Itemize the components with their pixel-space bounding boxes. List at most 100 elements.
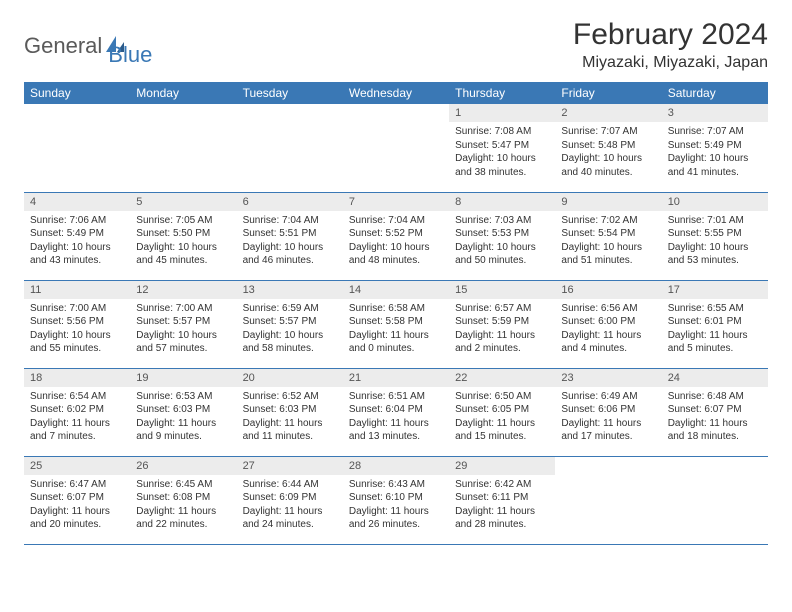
day-body: Sunrise: 6:51 AMSunset: 6:04 PMDaylight:… — [343, 387, 449, 450]
day-number: 16 — [555, 281, 661, 299]
day-cell-19: 19Sunrise: 6:53 AMSunset: 6:03 PMDayligh… — [130, 368, 236, 456]
day-cell-4: 4Sunrise: 7:06 AMSunset: 5:49 PMDaylight… — [24, 192, 130, 280]
day-body: Sunrise: 6:48 AMSunset: 6:07 PMDaylight:… — [662, 387, 768, 450]
day-body: Sunrise: 7:04 AMSunset: 5:52 PMDaylight:… — [343, 211, 449, 274]
day-body: Sunrise: 6:50 AMSunset: 6:05 PMDaylight:… — [449, 387, 555, 450]
day-body: Sunrise: 6:47 AMSunset: 6:07 PMDaylight:… — [24, 475, 130, 538]
day-cell-28: 28Sunrise: 6:43 AMSunset: 6:10 PMDayligh… — [343, 456, 449, 544]
header-row: General Blue February 2024 Miyazaki, Miy… — [24, 18, 768, 72]
day-number: 2 — [555, 104, 661, 122]
day-body: Sunrise: 6:52 AMSunset: 6:03 PMDaylight:… — [237, 387, 343, 450]
day-body: Sunrise: 6:54 AMSunset: 6:02 PMDaylight:… — [24, 387, 130, 450]
day-number: 6 — [237, 193, 343, 211]
day-number: 24 — [662, 369, 768, 387]
day-number: 25 — [24, 457, 130, 475]
day-cell-24: 24Sunrise: 6:48 AMSunset: 6:07 PMDayligh… — [662, 368, 768, 456]
day-cell-1: 1Sunrise: 7:08 AMSunset: 5:47 PMDaylight… — [449, 104, 555, 192]
day-cell-9: 9Sunrise: 7:02 AMSunset: 5:54 PMDaylight… — [555, 192, 661, 280]
day-body: Sunrise: 6:59 AMSunset: 5:57 PMDaylight:… — [237, 299, 343, 362]
day-body: Sunrise: 7:07 AMSunset: 5:49 PMDaylight:… — [662, 122, 768, 185]
empty-cell — [343, 104, 449, 192]
day-cell-13: 13Sunrise: 6:59 AMSunset: 5:57 PMDayligh… — [237, 280, 343, 368]
day-body: Sunrise: 6:53 AMSunset: 6:03 PMDaylight:… — [130, 387, 236, 450]
day-header-thursday: Thursday — [449, 82, 555, 104]
day-header-saturday: Saturday — [662, 82, 768, 104]
day-number: 13 — [237, 281, 343, 299]
day-header-tuesday: Tuesday — [237, 82, 343, 104]
day-body: Sunrise: 7:08 AMSunset: 5:47 PMDaylight:… — [449, 122, 555, 185]
empty-cell — [237, 104, 343, 192]
day-cell-3: 3Sunrise: 7:07 AMSunset: 5:49 PMDaylight… — [662, 104, 768, 192]
calendar-body: 1Sunrise: 7:08 AMSunset: 5:47 PMDaylight… — [24, 104, 768, 544]
day-body: Sunrise: 6:57 AMSunset: 5:59 PMDaylight:… — [449, 299, 555, 362]
day-number: 4 — [24, 193, 130, 211]
calendar-week-row: 11Sunrise: 7:00 AMSunset: 5:56 PMDayligh… — [24, 280, 768, 368]
day-header-row: SundayMondayTuesdayWednesdayThursdayFrid… — [24, 82, 768, 104]
day-number: 27 — [237, 457, 343, 475]
day-number: 19 — [130, 369, 236, 387]
day-cell-23: 23Sunrise: 6:49 AMSunset: 6:06 PMDayligh… — [555, 368, 661, 456]
day-body: Sunrise: 7:00 AMSunset: 5:57 PMDaylight:… — [130, 299, 236, 362]
day-cell-14: 14Sunrise: 6:58 AMSunset: 5:58 PMDayligh… — [343, 280, 449, 368]
day-cell-21: 21Sunrise: 6:51 AMSunset: 6:04 PMDayligh… — [343, 368, 449, 456]
day-cell-29: 29Sunrise: 6:42 AMSunset: 6:11 PMDayligh… — [449, 456, 555, 544]
day-number: 28 — [343, 457, 449, 475]
day-number: 12 — [130, 281, 236, 299]
day-cell-10: 10Sunrise: 7:01 AMSunset: 5:55 PMDayligh… — [662, 192, 768, 280]
logo-text-general: General — [24, 33, 102, 59]
day-number: 14 — [343, 281, 449, 299]
day-body: Sunrise: 7:01 AMSunset: 5:55 PMDaylight:… — [662, 211, 768, 274]
day-number: 17 — [662, 281, 768, 299]
day-number: 11 — [24, 281, 130, 299]
day-number: 21 — [343, 369, 449, 387]
logo: General Blue — [24, 18, 152, 68]
calendar-table: SundayMondayTuesdayWednesdayThursdayFrid… — [24, 82, 768, 545]
day-number: 3 — [662, 104, 768, 122]
day-cell-26: 26Sunrise: 6:45 AMSunset: 6:08 PMDayligh… — [130, 456, 236, 544]
day-body: Sunrise: 7:05 AMSunset: 5:50 PMDaylight:… — [130, 211, 236, 274]
calendar-page: General Blue February 2024 Miyazaki, Miy… — [0, 0, 792, 563]
day-cell-25: 25Sunrise: 6:47 AMSunset: 6:07 PMDayligh… — [24, 456, 130, 544]
day-cell-12: 12Sunrise: 7:00 AMSunset: 5:57 PMDayligh… — [130, 280, 236, 368]
day-number: 1 — [449, 104, 555, 122]
day-body: Sunrise: 6:58 AMSunset: 5:58 PMDaylight:… — [343, 299, 449, 362]
day-body: Sunrise: 6:43 AMSunset: 6:10 PMDaylight:… — [343, 475, 449, 538]
day-body: Sunrise: 7:04 AMSunset: 5:51 PMDaylight:… — [237, 211, 343, 274]
day-header-sunday: Sunday — [24, 82, 130, 104]
day-cell-27: 27Sunrise: 6:44 AMSunset: 6:09 PMDayligh… — [237, 456, 343, 544]
empty-cell — [555, 456, 661, 544]
day-body: Sunrise: 6:56 AMSunset: 6:00 PMDaylight:… — [555, 299, 661, 362]
day-body: Sunrise: 6:44 AMSunset: 6:09 PMDaylight:… — [237, 475, 343, 538]
day-number: 9 — [555, 193, 661, 211]
day-body: Sunrise: 6:49 AMSunset: 6:06 PMDaylight:… — [555, 387, 661, 450]
day-number: 8 — [449, 193, 555, 211]
day-header-friday: Friday — [555, 82, 661, 104]
day-number: 18 — [24, 369, 130, 387]
title-block: February 2024 Miyazaki, Miyazaki, Japan — [573, 18, 768, 72]
day-cell-17: 17Sunrise: 6:55 AMSunset: 6:01 PMDayligh… — [662, 280, 768, 368]
day-number: 15 — [449, 281, 555, 299]
day-number: 10 — [662, 193, 768, 211]
day-cell-18: 18Sunrise: 6:54 AMSunset: 6:02 PMDayligh… — [24, 368, 130, 456]
day-cell-2: 2Sunrise: 7:07 AMSunset: 5:48 PMDaylight… — [555, 104, 661, 192]
location-text: Miyazaki, Miyazaki, Japan — [573, 54, 768, 72]
day-body: Sunrise: 7:07 AMSunset: 5:48 PMDaylight:… — [555, 122, 661, 185]
day-cell-15: 15Sunrise: 6:57 AMSunset: 5:59 PMDayligh… — [449, 280, 555, 368]
day-cell-11: 11Sunrise: 7:00 AMSunset: 5:56 PMDayligh… — [24, 280, 130, 368]
calendar-week-row: 25Sunrise: 6:47 AMSunset: 6:07 PMDayligh… — [24, 456, 768, 544]
calendar-week-row: 18Sunrise: 6:54 AMSunset: 6:02 PMDayligh… — [24, 368, 768, 456]
empty-cell — [24, 104, 130, 192]
logo-text-blue: Blue — [108, 42, 152, 68]
day-cell-6: 6Sunrise: 7:04 AMSunset: 5:51 PMDaylight… — [237, 192, 343, 280]
day-cell-20: 20Sunrise: 6:52 AMSunset: 6:03 PMDayligh… — [237, 368, 343, 456]
empty-cell — [662, 456, 768, 544]
day-cell-8: 8Sunrise: 7:03 AMSunset: 5:53 PMDaylight… — [449, 192, 555, 280]
day-number: 5 — [130, 193, 236, 211]
day-body: Sunrise: 7:00 AMSunset: 5:56 PMDaylight:… — [24, 299, 130, 362]
day-number: 29 — [449, 457, 555, 475]
day-header-monday: Monday — [130, 82, 236, 104]
day-body: Sunrise: 7:02 AMSunset: 5:54 PMDaylight:… — [555, 211, 661, 274]
day-number: 7 — [343, 193, 449, 211]
day-number: 20 — [237, 369, 343, 387]
day-body: Sunrise: 6:45 AMSunset: 6:08 PMDaylight:… — [130, 475, 236, 538]
